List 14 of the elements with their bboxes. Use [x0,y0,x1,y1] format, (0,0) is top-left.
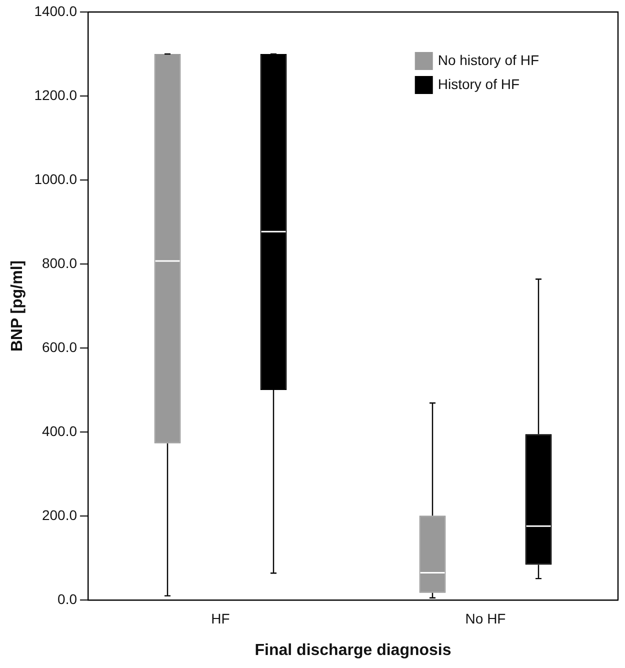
x-tick-label: HF [211,610,230,626]
y-tick-label: 1400.0 [34,2,78,19]
y-tick-label: 800.0 [42,254,78,271]
y-tick-label: 1200.0 [34,86,78,103]
y-tick-label: 1000.0 [34,170,78,187]
y-tick-label: 0.0 [58,590,78,607]
y-axis-title: BNP [pg/ml] [9,260,26,352]
legend-label: No history of HF [438,52,540,68]
legend-label: History of HF [438,76,520,92]
y-tick-label: 400.0 [42,422,78,439]
x-tick-label: No HF [465,610,506,626]
x-axis-title: Final discharge diagnosis [254,642,452,659]
y-tick-label: 600.0 [42,338,78,355]
y-tick-label: 200.0 [42,506,78,523]
